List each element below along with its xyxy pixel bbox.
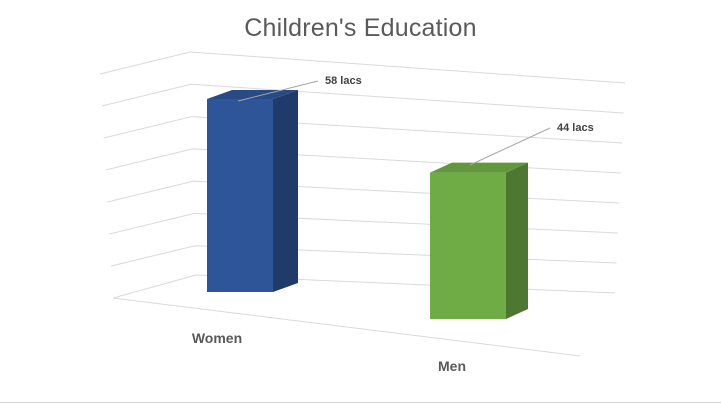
data-label-leader xyxy=(469,127,551,166)
data-label-leader xyxy=(237,80,319,102)
bar-top xyxy=(430,162,528,173)
bar-men xyxy=(430,162,528,319)
gridlines xyxy=(99,51,626,357)
bar-top xyxy=(207,90,298,99)
category-label: Men xyxy=(438,358,466,374)
gridline xyxy=(107,180,620,204)
data-labels: 58 lacs 44 lacs xyxy=(237,75,594,166)
bars xyxy=(207,90,528,319)
chart-title: Children's Education xyxy=(244,14,477,42)
bar-women xyxy=(207,90,298,292)
gridline xyxy=(111,245,617,267)
bar-side xyxy=(273,90,298,292)
gridline xyxy=(99,51,626,84)
bar-front xyxy=(430,172,506,319)
gridline xyxy=(101,83,624,114)
data-label: 44 lacs xyxy=(557,122,594,134)
floor-front-edge xyxy=(112,297,581,357)
floor-back-edge xyxy=(112,274,616,299)
gridline xyxy=(103,116,623,144)
bar-front xyxy=(207,99,273,292)
category-labels: Women Men xyxy=(192,330,466,374)
category-label: Women xyxy=(192,330,242,346)
bottom-divider xyxy=(0,402,721,403)
bar-side xyxy=(506,162,528,319)
gridline xyxy=(109,212,618,235)
gridline xyxy=(105,148,621,174)
data-label: 58 lacs xyxy=(325,75,362,87)
